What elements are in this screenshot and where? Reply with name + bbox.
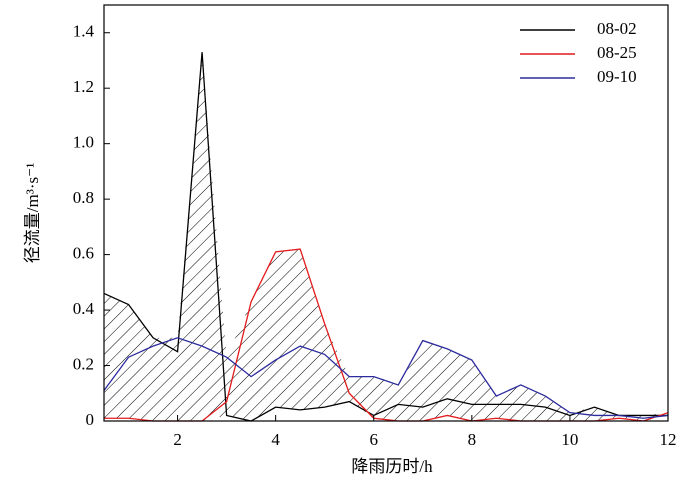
y-tick-label: 0.4 [73, 299, 95, 318]
plot-frame [103, 4, 669, 422]
legend-label: 08-25 [597, 43, 637, 62]
legend-label: 08-02 [597, 19, 637, 38]
x-tick-label: 12 [660, 430, 677, 449]
x-tick-label: 4 [271, 430, 280, 449]
x-axis-label: 降雨历时/h [351, 457, 433, 476]
series-line [103, 52, 668, 422]
y-tick-label: 0.8 [73, 188, 94, 207]
y-tick-label: 0 [86, 410, 95, 429]
y-tick-label: 1.2 [73, 77, 94, 96]
y-tick-label: 1.4 [73, 22, 95, 41]
legend-label: 09-10 [597, 67, 637, 86]
y-tick-label: 1.0 [73, 133, 94, 152]
x-tick-label: 8 [468, 430, 477, 449]
x-tick-label: 2 [173, 430, 182, 449]
hatch-band [104, 52, 668, 421]
x-tick-label: 10 [561, 430, 578, 449]
series-line [103, 337, 669, 419]
y-tick-label: 0.2 [73, 354, 94, 373]
x-tick-label: 6 [369, 430, 378, 449]
y-axis-label: 径流量/m³·s⁻¹ [23, 163, 42, 263]
y-tick-label: 0.6 [73, 244, 94, 263]
